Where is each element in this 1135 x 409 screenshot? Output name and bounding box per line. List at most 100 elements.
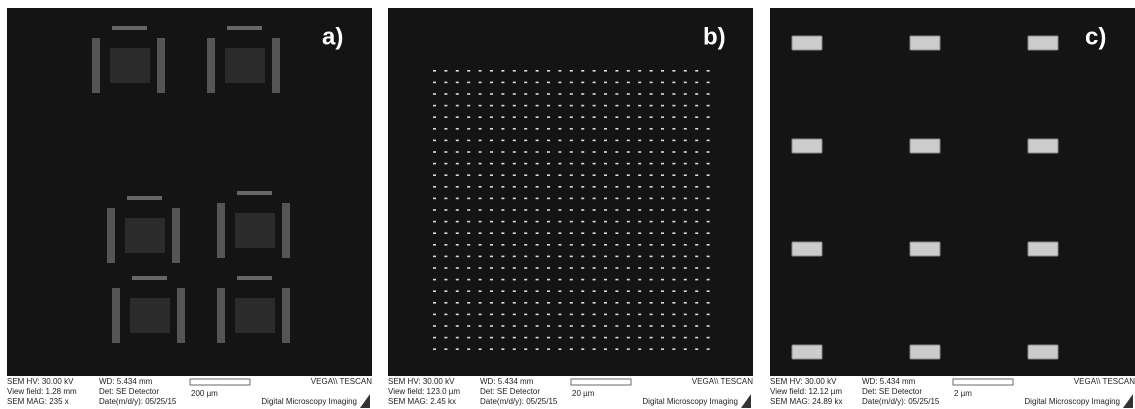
dot bbox=[604, 151, 607, 153]
dot bbox=[604, 93, 607, 95]
dot bbox=[501, 348, 505, 350]
dot bbox=[706, 209, 710, 211]
dot bbox=[433, 174, 436, 176]
dot bbox=[524, 186, 528, 188]
structure bbox=[791, 35, 823, 51]
dot bbox=[672, 244, 676, 246]
dot bbox=[695, 209, 699, 211]
dot bbox=[569, 81, 573, 84]
dot bbox=[695, 139, 699, 142]
dot bbox=[706, 128, 710, 130]
dot bbox=[547, 116, 550, 118]
dot bbox=[626, 128, 630, 130]
dot bbox=[455, 151, 459, 153]
dot bbox=[467, 162, 471, 165]
dot bbox=[672, 290, 676, 292]
dot bbox=[626, 302, 630, 304]
dot bbox=[467, 336, 471, 339]
pad bbox=[92, 38, 100, 93]
dot bbox=[512, 128, 516, 130]
dot bbox=[467, 220, 471, 223]
dot bbox=[433, 139, 436, 142]
dot bbox=[433, 290, 436, 292]
dot bbox=[478, 313, 482, 316]
dot bbox=[695, 267, 699, 269]
dot bbox=[547, 278, 550, 281]
dot bbox=[467, 267, 471, 269]
dot bbox=[512, 186, 516, 188]
dot bbox=[490, 209, 493, 211]
dot bbox=[558, 336, 562, 339]
dot bbox=[649, 162, 653, 165]
dot bbox=[638, 81, 642, 84]
dot bbox=[512, 197, 516, 200]
dot bbox=[467, 186, 471, 188]
dot bbox=[592, 81, 596, 84]
dot bbox=[433, 116, 436, 118]
structure bbox=[909, 138, 941, 154]
dot bbox=[695, 302, 699, 304]
dot bbox=[478, 232, 482, 234]
dot bbox=[604, 302, 607, 304]
dot bbox=[649, 197, 653, 200]
dot bbox=[569, 325, 573, 327]
dot bbox=[524, 104, 528, 107]
info-bar bbox=[7, 376, 372, 409]
dot bbox=[604, 267, 607, 269]
dot bbox=[478, 348, 482, 350]
info-text: SEM MAG: 24.89 kx bbox=[770, 397, 842, 406]
dot bbox=[455, 325, 459, 327]
dot bbox=[501, 325, 505, 327]
dot bbox=[547, 313, 550, 316]
dot bbox=[512, 151, 516, 153]
dot bbox=[706, 162, 710, 165]
dot bbox=[524, 278, 528, 281]
dot bbox=[649, 278, 653, 281]
dot bbox=[581, 162, 585, 165]
dot bbox=[604, 104, 607, 107]
dot bbox=[490, 116, 493, 118]
dot bbox=[478, 244, 482, 246]
dot bbox=[433, 255, 436, 258]
dot bbox=[444, 139, 448, 142]
dot bbox=[649, 174, 653, 176]
dot bbox=[672, 162, 676, 165]
dot bbox=[569, 70, 573, 72]
dot bbox=[626, 139, 630, 142]
dot bbox=[672, 278, 676, 281]
dot bbox=[581, 174, 585, 176]
dot bbox=[558, 197, 562, 200]
dot bbox=[592, 220, 596, 223]
dot bbox=[512, 209, 516, 211]
dot bbox=[490, 336, 493, 339]
dot bbox=[649, 209, 653, 211]
dot bbox=[478, 186, 482, 188]
dot bbox=[649, 81, 653, 84]
dot bbox=[626, 174, 630, 176]
dot bbox=[683, 81, 687, 84]
dot bbox=[638, 128, 642, 130]
marker-text bbox=[227, 26, 262, 30]
dot bbox=[604, 220, 607, 223]
dot bbox=[706, 302, 710, 304]
dot bbox=[547, 93, 550, 95]
dot bbox=[524, 336, 528, 339]
structure bbox=[791, 241, 823, 257]
dot bbox=[706, 278, 710, 281]
dot bbox=[683, 244, 687, 246]
dot bbox=[524, 70, 528, 72]
dot bbox=[649, 313, 653, 316]
dot bbox=[535, 325, 539, 327]
dot bbox=[592, 278, 596, 281]
dot bbox=[661, 186, 664, 188]
dot bbox=[478, 151, 482, 153]
dot bbox=[433, 104, 436, 107]
dot bbox=[501, 232, 505, 234]
structure bbox=[791, 344, 823, 360]
dot bbox=[569, 336, 573, 339]
dot bbox=[581, 244, 585, 246]
dot bbox=[467, 325, 471, 327]
dot bbox=[467, 81, 471, 84]
dot bbox=[604, 232, 607, 234]
dot bbox=[626, 278, 630, 281]
